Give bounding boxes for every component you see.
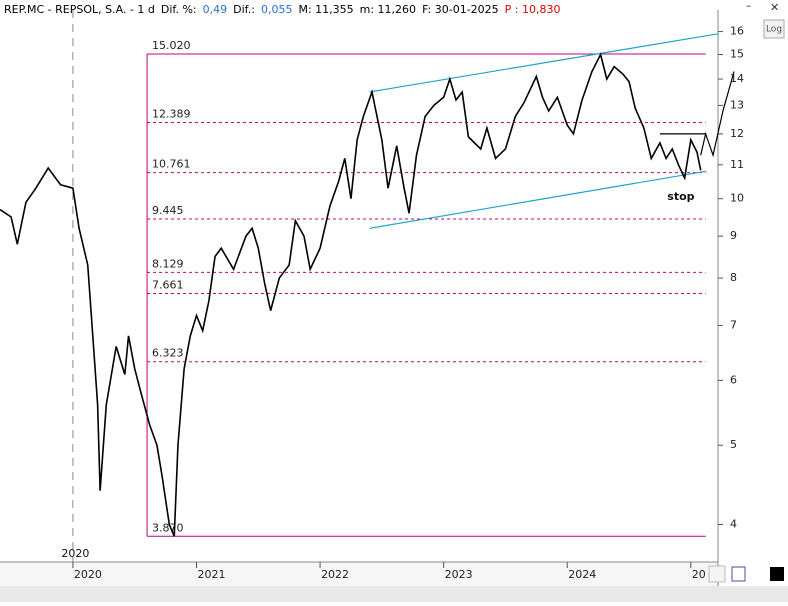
header-field: m: 11,260 (360, 3, 416, 16)
level-label: 9.445 (152, 204, 184, 217)
x-tick-label: 2020 (74, 568, 102, 581)
header: REP.MC - REPSOL, S.A. - 1 d Dif. %: 0,49 Di… (4, 3, 561, 16)
zoom-button[interactable] (708, 565, 726, 583)
x-tick-label: 2024 (568, 568, 596, 581)
header-field: Dif. %: (161, 3, 197, 16)
header-field: P : 10,830 (505, 3, 561, 16)
header-field: 0,49 (203, 3, 228, 16)
y-tick-label: 12 (730, 127, 744, 140)
close[interactable]: ✕ (770, 1, 779, 14)
trendline (369, 170, 706, 229)
y-tick-label: 13 (730, 98, 744, 111)
annotation: 2020 (61, 547, 89, 560)
annotation: stop (667, 190, 694, 203)
level-label: 12.389 (152, 108, 191, 121)
level-label: 3.870 (152, 521, 184, 534)
y-tick-label: 16 (730, 25, 744, 38)
header-field: 0,055 (261, 3, 293, 16)
y-tick-label: 4 (730, 518, 737, 531)
level-label: 10.761 (152, 158, 191, 171)
y-tick-label: 11 (730, 158, 744, 171)
trendline (700, 71, 735, 158)
level-label: 15.020 (152, 39, 191, 52)
y-tick-label: 7 (730, 319, 737, 332)
level-label: 8.129 (152, 257, 184, 270)
level-label: 6.323 (152, 347, 184, 360)
header-field: F: 30-01-2025 (422, 3, 499, 16)
scrollbar[interactable] (0, 586, 788, 602)
log-button[interactable] (763, 19, 785, 39)
color-button[interactable] (770, 567, 784, 581)
log-button-label[interactable]: Log (766, 25, 782, 35)
x-tick-label: 20 (692, 568, 706, 581)
minimize[interactable]: – (746, 0, 752, 12)
y-tick-label: 9 (730, 229, 737, 242)
y-tick-label: 10 (730, 192, 744, 205)
y-tick-label: 5 (730, 438, 737, 451)
trendline (369, 33, 719, 93)
x-tick-label: 2022 (321, 568, 349, 581)
y-tick-label: 8 (730, 271, 737, 284)
level-label: 7.661 (152, 278, 184, 291)
x-tick-label: 2021 (197, 568, 225, 581)
y-tick-label: 15 (730, 48, 744, 61)
save-button[interactable] (731, 566, 746, 582)
header-field: REP.MC - REPSOL, S.A. - 1 d (4, 3, 155, 16)
y-tick-label: 6 (730, 373, 737, 386)
x-axis-strip (0, 562, 718, 586)
header-field: Dif.: (233, 3, 255, 16)
x-tick-label: 2023 (445, 568, 473, 581)
header-field: M: 11,355 (298, 3, 353, 16)
price-line (0, 52, 702, 537)
